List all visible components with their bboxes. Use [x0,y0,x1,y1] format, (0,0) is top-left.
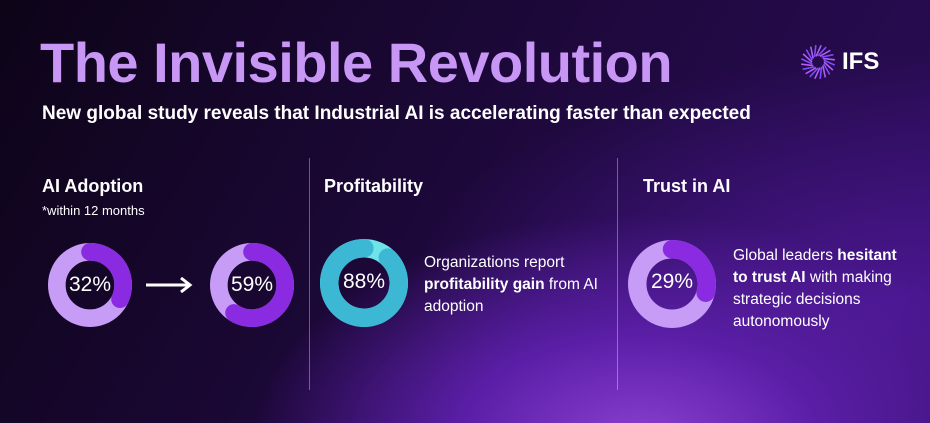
logo-ray [809,46,814,59]
logo-ray [815,44,822,57]
logo-ray [823,59,836,66]
logo-ray [814,67,821,80]
donut-adoption-before [48,243,132,327]
profitability-description: Organizations report profitability gain … [424,254,598,315]
section-title-ai-adoption: AI Adoption [42,176,144,196]
donut-label: 29% [650,270,694,293]
section-title-trust: Trust in AI [643,176,731,196]
ifs-logo: IFS [800,44,879,80]
logo-text: IFS [842,48,880,75]
page-subtitle: New global study reveals that Industrial… [42,103,751,124]
donut-value-arc [48,243,132,327]
donut-label: 32% [68,273,112,296]
logo-ray [822,57,835,61]
logo-ray [823,61,834,71]
logo-ray [802,53,813,63]
donut-value-arc [628,240,716,328]
logo-ray [822,65,827,78]
logo-ray [802,66,815,71]
ifs-starburst-icon [800,44,836,80]
section-title-profitability: Profitability [324,176,424,196]
divider [309,158,310,390]
donut-label: 59% [230,273,274,296]
donut-label: 88% [342,270,386,293]
logo-ray [805,67,817,75]
donut-trust [628,240,716,328]
logo-ray [819,49,831,57]
donut-profitability [320,239,408,327]
logo-ray [823,63,831,75]
logo-ray [800,58,813,65]
arrow-right-icon [146,277,193,293]
page-title: The Invisible Revolution [40,31,673,94]
logo-ray [805,49,813,61]
logo-ray [809,67,819,78]
donut-value-arc [210,243,294,327]
logo-ray [813,45,817,58]
logo-ray [819,66,823,79]
logo-ray [801,63,814,67]
logo-ray [821,53,834,58]
logo-ray [817,46,827,57]
ai-adoption-note: *within 12 months [42,203,145,218]
donut-value-arc [320,239,408,327]
donut-adoption-after [210,243,294,327]
trust-description: Global leaders hesitant to trust AI with… [733,247,897,330]
divider [617,158,618,390]
